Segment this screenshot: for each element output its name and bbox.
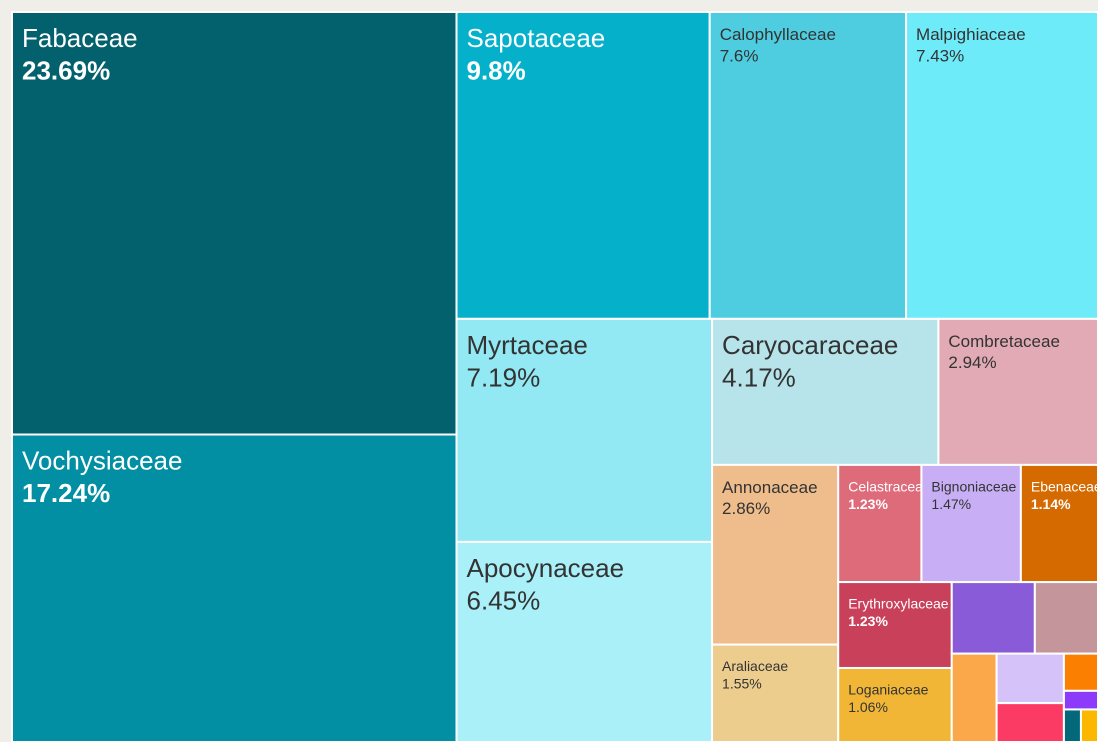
tile — [1033, 581, 1098, 655]
tile-value: 23.69% — [22, 56, 110, 86]
tile-value: 9.8% — [466, 56, 525, 86]
tile-label: Combretaceae — [948, 332, 1060, 351]
tile-label: Vochysiaceae — [22, 446, 182, 476]
tile-label: Fabaceae — [22, 23, 138, 53]
tile — [905, 11, 1098, 320]
tile-value: 1.23% — [848, 613, 888, 629]
tile-label: Ebenaceae — [1031, 478, 1098, 494]
tile — [1062, 689, 1098, 711]
tile-label: Calophyllaceae — [720, 25, 836, 44]
tile — [11, 433, 458, 742]
tile — [1079, 708, 1098, 742]
tile-label: Malpighiaceae — [916, 25, 1026, 44]
tile-label: Sapotaceae — [466, 23, 605, 53]
tile — [995, 702, 1065, 742]
tile — [837, 666, 953, 742]
tile — [950, 652, 998, 742]
tile-value: 17.24% — [22, 478, 110, 508]
tile-label: Loganiaceae — [848, 681, 928, 697]
tile-label: Caryocaraceae — [722, 330, 898, 360]
tile-label: Erythroxylaceae — [848, 595, 949, 611]
tile-value: 1.06% — [848, 699, 888, 715]
tile-label: Myrtaceae — [466, 330, 587, 360]
tile — [11, 11, 458, 436]
tile — [711, 463, 840, 646]
tile — [1062, 708, 1082, 742]
tile-value: 7.43% — [916, 46, 964, 65]
tile-value: 1.55% — [722, 676, 762, 692]
tile-label: Annonaceae — [722, 478, 817, 497]
tile-value: 7.6% — [720, 46, 759, 65]
tile — [837, 581, 953, 669]
tile — [1062, 652, 1098, 692]
tile-label: Bignoniaceae — [931, 478, 1016, 494]
tile-value: 7.19% — [466, 363, 540, 393]
tile-value: 6.45% — [466, 586, 540, 616]
tile-label: Araliaceae — [722, 658, 788, 674]
tile-value: 2.94% — [948, 353, 996, 372]
tile — [920, 463, 1022, 584]
tile-value: 1.47% — [931, 496, 971, 512]
tile — [1019, 463, 1098, 584]
tile-value: 2.86% — [722, 499, 770, 518]
tile — [995, 652, 1065, 705]
tile-label: Celastraceae — [848, 478, 931, 494]
tile-value: 1.14% — [1031, 496, 1071, 512]
tile — [950, 581, 1036, 655]
tile-value: 1.23% — [848, 496, 888, 512]
tile — [708, 11, 908, 320]
tile-label: Apocynaceae — [466, 553, 624, 583]
tile-value: 4.17% — [722, 363, 796, 393]
